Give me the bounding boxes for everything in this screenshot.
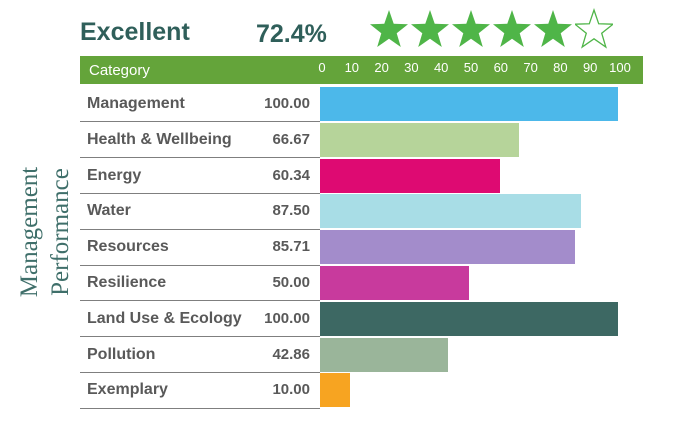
x-tick-label: 0: [318, 60, 326, 75]
bar: [320, 230, 576, 265]
rating-label: Excellent: [80, 18, 190, 46]
row-divider: [80, 264, 320, 266]
x-tick-label: 20: [374, 60, 389, 75]
star-filled-icon: [411, 10, 449, 47]
x-tick-label: 80: [553, 60, 568, 75]
category-value: 50.00: [272, 274, 310, 291]
table-row: Pollution 42.86: [80, 337, 643, 372]
category-label: Land Use & Ecology: [87, 309, 242, 327]
row-divider: [80, 371, 320, 373]
row-divider: [80, 192, 320, 194]
side-title-line1: Management: [16, 167, 43, 298]
category-label: Management: [87, 95, 185, 112]
side-title-line2: Performance: [47, 168, 74, 296]
star-filled-icon: [452, 10, 490, 47]
x-tick-label: 10: [344, 60, 360, 75]
bar: [320, 337, 448, 372]
row-divider: [80, 121, 320, 123]
category-label: Water: [87, 202, 131, 220]
row-divider: [80, 336, 320, 338]
category-value: 87.50: [272, 202, 310, 220]
category-value: 66.67: [272, 130, 310, 148]
category-label: Exemplary: [87, 381, 168, 399]
x-tick-label: 40: [433, 60, 449, 75]
row-divider: [80, 407, 320, 409]
row-divider: [80, 300, 320, 302]
category-label: Resources: [87, 238, 169, 256]
category-value: 100.00: [264, 309, 310, 327]
table-row: Resources 85.71: [80, 229, 643, 265]
category-value: 42.86: [272, 345, 310, 363]
category-value: 10.00: [272, 381, 310, 399]
star-filled-icon: [534, 10, 572, 47]
bar: [320, 373, 350, 408]
x-tick-label: 60: [493, 60, 509, 75]
x-tick-label: 100: [609, 60, 631, 75]
star-empty-icon: [575, 7, 613, 49]
table-row: Exemplary 10.00: [80, 372, 643, 408]
x-tick-label: 50: [463, 60, 479, 75]
table-row: Resilience 50.00: [80, 265, 643, 300]
category-label: Pollution: [87, 345, 156, 363]
row-divider: [80, 228, 320, 230]
rating-score: 72.4%: [256, 20, 327, 48]
table-row: Water 87.50: [80, 193, 643, 229]
bar: [320, 266, 469, 300]
category-value: 100.00: [264, 95, 310, 112]
table-row: Health & Wellbeing 66.67: [80, 122, 643, 157]
star-filled-icon: [370, 10, 408, 47]
bar: [320, 87, 618, 121]
table-row: Energy 60.34: [80, 158, 643, 193]
chart-header: Category 0 10 20 30 40 50 60 70 80 90 100: [80, 56, 643, 84]
star-rating: [370, 6, 613, 56]
category-label: Health & Wellbeing: [87, 130, 232, 148]
x-tick-label: 70: [523, 60, 538, 75]
category-label: Energy: [87, 166, 142, 184]
table-row: Management 100.00: [80, 86, 643, 121]
x-tick-label: 90: [582, 60, 598, 75]
row-divider: [80, 157, 320, 159]
bar: [320, 158, 500, 193]
star-filled-icon: [493, 10, 531, 47]
bar: [320, 301, 618, 336]
category-value: 60.34: [272, 166, 310, 184]
x-tick-label: 30: [404, 60, 419, 75]
bar: [320, 194, 581, 229]
bar: [320, 122, 519, 157]
category-header: Category: [89, 62, 150, 79]
category-value: 85.71: [272, 238, 310, 256]
category-label: Resilience: [87, 274, 167, 291]
side-title: Management Performance: [16, 167, 74, 298]
table-row: Land Use & Ecology 100.00: [80, 301, 643, 336]
